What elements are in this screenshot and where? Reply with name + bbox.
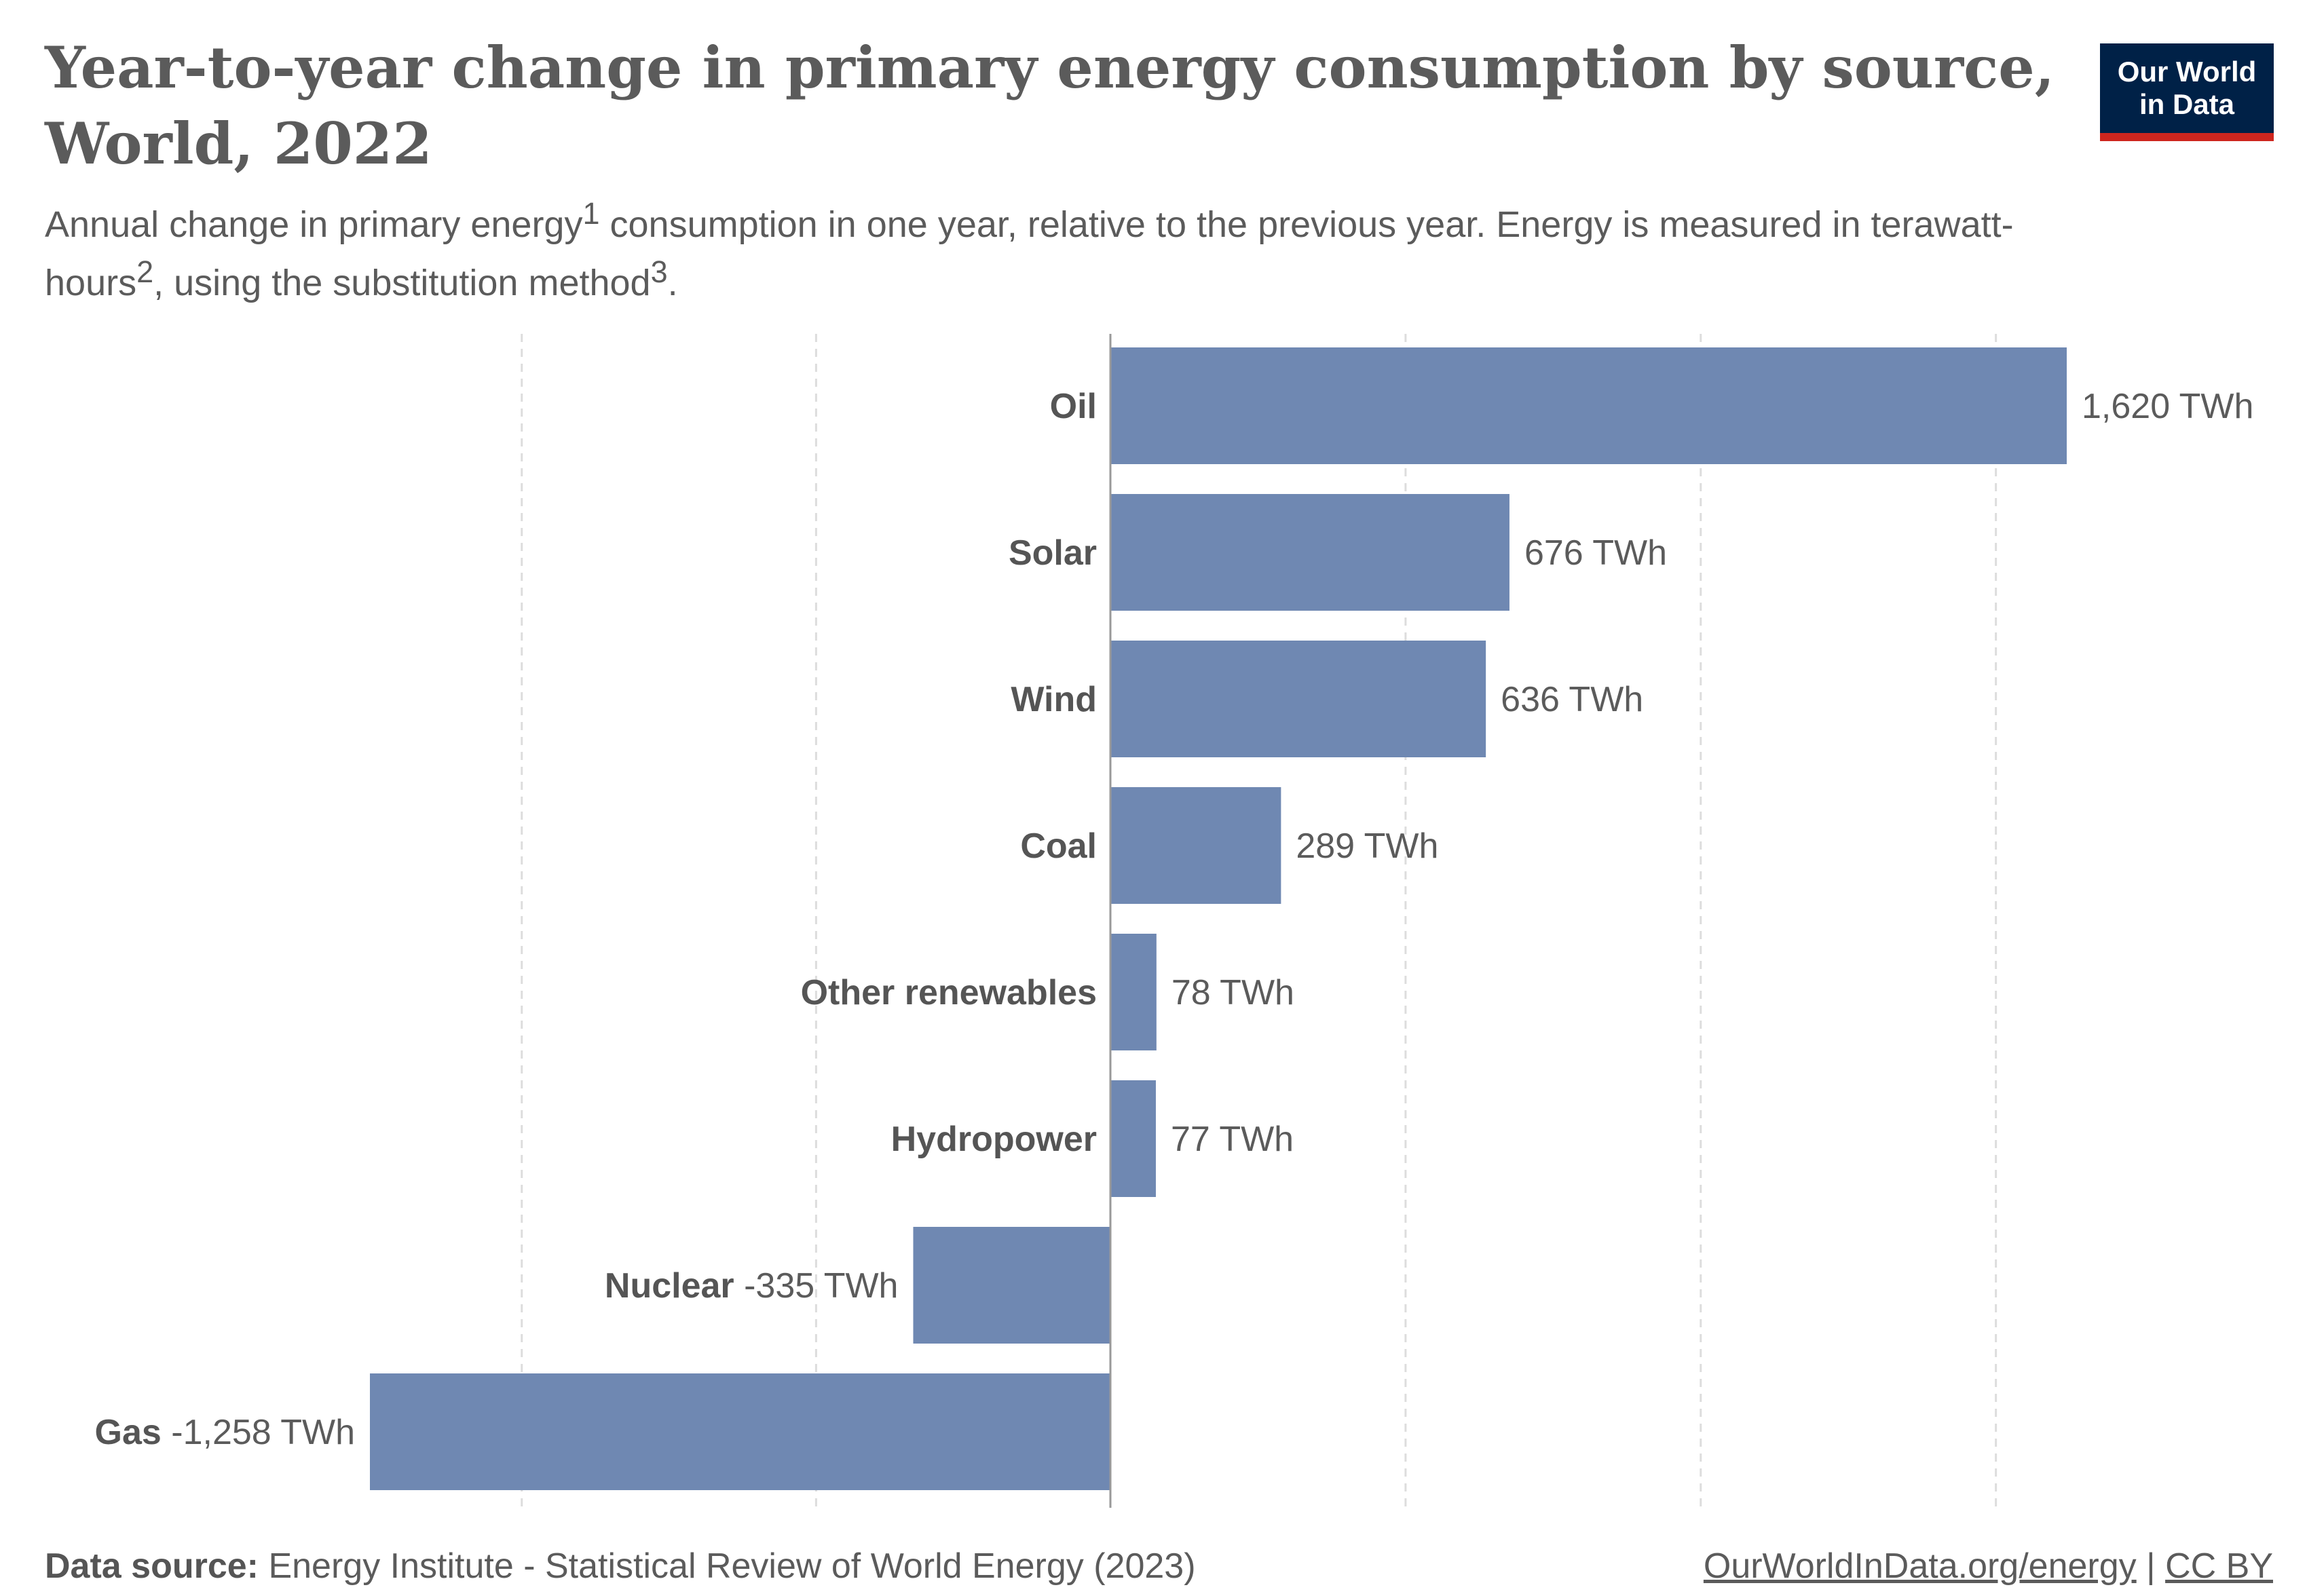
subtitle-text-3: , using the substitution method	[153, 263, 651, 303]
chart-subtitle: Annual change in primary energy1 consump…	[45, 190, 2054, 307]
value-label: 636 TWh	[1501, 680, 1643, 719]
value-label: -1,258 TWh	[162, 1413, 355, 1452]
category-label: Other renewables	[801, 973, 1097, 1012]
value-label: -335 TWh	[734, 1266, 899, 1306]
data-source-text: Energy Institute - Statistical Review of…	[259, 1546, 1196, 1586]
category-label: Gas	[95, 1413, 162, 1452]
value-label: 78 TWh	[1171, 973, 1294, 1012]
bar-other-renewables[interactable]	[1110, 934, 1157, 1050]
category-label: Wind	[1011, 680, 1097, 719]
labels: Oil 1,620 TWh Solar 676 TWh Wind 636 TWh Coal 2…	[95, 387, 2254, 1452]
footnote-ref-2[interactable]: 2	[136, 254, 154, 289]
owid-energy-link[interactable]: OurWorldInData.org/energy	[1703, 1546, 2137, 1586]
logo-line-2: in Data	[2139, 88, 2235, 120]
bar-nuclear[interactable]	[913, 1227, 1110, 1344]
category-value-label: Gas -1,258 TWh	[95, 1413, 355, 1452]
bar-oil[interactable]	[1110, 347, 2067, 464]
footer-links: OurWorldInData.org/energy | CC BY	[1704, 1546, 2273, 1586]
logo-line-1: Our World	[2117, 56, 2257, 88]
footer-separator: |	[2136, 1546, 2166, 1586]
bar-wind[interactable]	[1110, 641, 1486, 757]
category-label: Oil	[1050, 387, 1097, 426]
data-source: Data source: Energy Institute - Statisti…	[45, 1546, 1196, 1586]
bar-solar[interactable]	[1110, 494, 1509, 611]
category-value-label: Nuclear -335 TWh	[605, 1266, 899, 1306]
chart-title: Year-to-year change in primary energy co…	[45, 34, 2055, 177]
subtitle-text-4: .	[667, 263, 678, 303]
bars	[370, 347, 2067, 1490]
category-label: Hydropower	[891, 1120, 1097, 1159]
value-label: 676 TWh	[1524, 533, 1667, 573]
bar-coal[interactable]	[1110, 787, 1281, 904]
category-label: Nuclear	[605, 1266, 734, 1306]
grid-lines	[521, 334, 1997, 1508]
owid-logo[interactable]: Our World in Data	[2100, 43, 2274, 141]
license-link[interactable]: CC BY	[2165, 1546, 2273, 1586]
value-label: 1,620 TWh	[2082, 387, 2253, 426]
data-source-label: Data source:	[45, 1546, 259, 1586]
bar-hydropower[interactable]	[1110, 1080, 1156, 1197]
value-label: 77 TWh	[1171, 1120, 1294, 1159]
bar-gas[interactable]	[370, 1373, 1110, 1490]
footnote-ref-1[interactable]: 1	[582, 196, 600, 231]
footnote-ref-3[interactable]: 3	[650, 254, 668, 289]
category-label: Coal	[1020, 826, 1097, 866]
category-label: Solar	[1009, 533, 1097, 573]
subtitle-text-2: consumption in one year, relative to the…	[45, 204, 2014, 303]
subtitle-text-1: Annual change in primary energy	[45, 204, 583, 245]
value-label: 289 TWh	[1296, 826, 1438, 866]
